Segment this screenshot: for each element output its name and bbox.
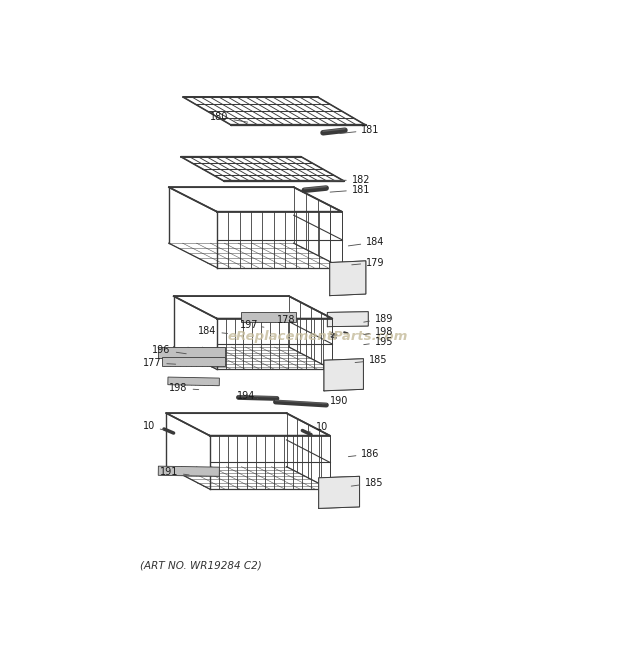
Text: 181: 181	[340, 125, 380, 136]
Text: 190: 190	[322, 397, 348, 407]
Text: 197: 197	[241, 320, 264, 330]
Polygon shape	[330, 261, 366, 295]
Text: (ART NO. WR19284 C2): (ART NO. WR19284 C2)	[140, 561, 262, 570]
Text: eReplacementParts.com: eReplacementParts.com	[228, 330, 408, 343]
Text: 191: 191	[159, 467, 189, 477]
Text: 189: 189	[364, 313, 393, 323]
Text: 185: 185	[352, 478, 384, 488]
Text: 185: 185	[355, 355, 387, 366]
Polygon shape	[327, 312, 368, 327]
Text: 180: 180	[210, 112, 248, 122]
Polygon shape	[168, 377, 219, 386]
Text: 10: 10	[143, 422, 164, 432]
Text: 179: 179	[352, 258, 384, 268]
Polygon shape	[319, 477, 360, 508]
Text: 194: 194	[236, 391, 258, 401]
Text: 10: 10	[309, 422, 328, 432]
Polygon shape	[162, 357, 226, 366]
Text: 181: 181	[330, 185, 370, 195]
Polygon shape	[241, 313, 296, 322]
Text: 195: 195	[364, 337, 393, 347]
Text: 184: 184	[348, 237, 384, 247]
Polygon shape	[158, 347, 226, 358]
Text: 177: 177	[143, 358, 175, 368]
Polygon shape	[158, 466, 219, 477]
Text: 186: 186	[348, 449, 380, 459]
Text: 198: 198	[169, 383, 198, 393]
Text: 182: 182	[330, 175, 370, 184]
Text: 178: 178	[277, 315, 296, 325]
Text: 198: 198	[364, 327, 393, 336]
Text: 196: 196	[153, 345, 186, 355]
Text: 184: 184	[198, 327, 228, 336]
Polygon shape	[324, 359, 363, 391]
